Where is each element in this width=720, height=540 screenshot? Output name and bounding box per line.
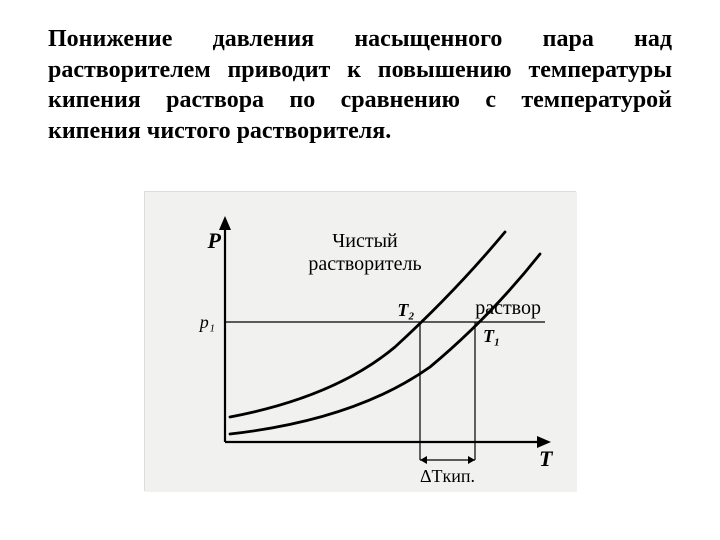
page: Понижение давления насыщенного пара над … (0, 0, 720, 540)
svg-text:раствор: раствор (475, 297, 541, 319)
svg-text:p₁: p₁ (198, 312, 215, 332)
svg-text:Чистый: Чистый (332, 230, 398, 252)
main-paragraph: Понижение давления насыщенного пара над … (48, 24, 672, 147)
chart-container: P Tp₁ Чистыйрастворитель раствор T₂ T₁ ΔTкип. (144, 191, 576, 491)
svg-text:ΔTкип.: ΔTкип. (420, 466, 475, 486)
svg-text:P: P (207, 228, 222, 253)
svg-text:T₂: T₂ (397, 300, 414, 320)
vapor-pressure-chart: P Tp₁ Чистыйрастворитель раствор T₂ T₁ ΔTкип. (145, 192, 577, 492)
svg-text:T: T (539, 446, 554, 471)
svg-text:T₁: T₁ (483, 326, 500, 346)
svg-text:растворитель: растворитель (308, 253, 421, 275)
